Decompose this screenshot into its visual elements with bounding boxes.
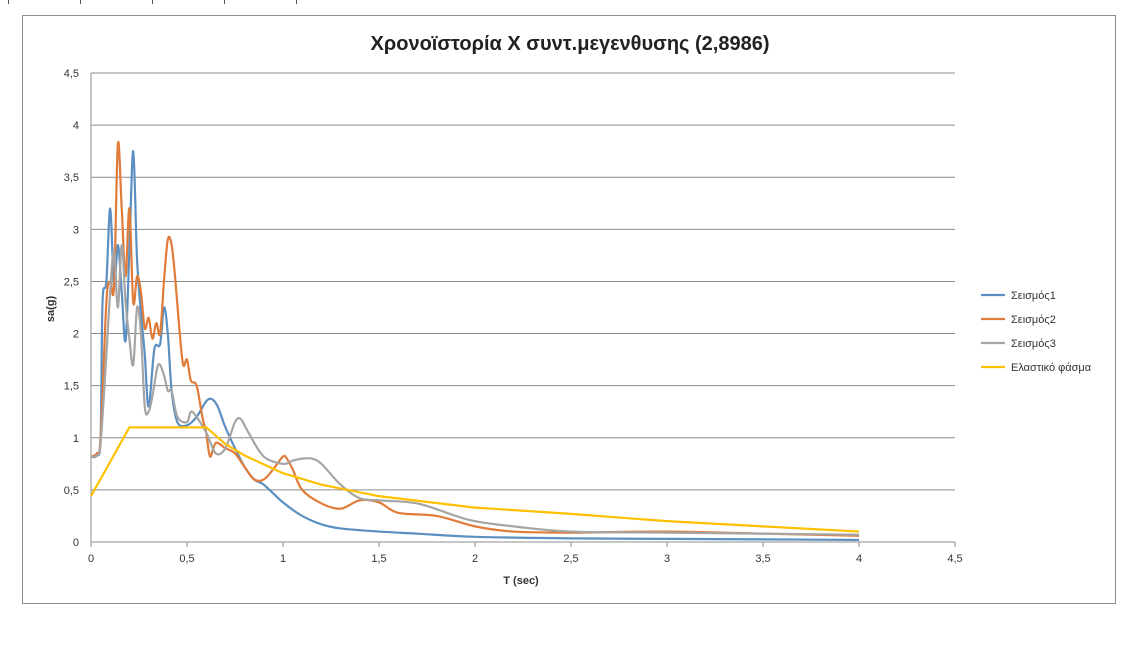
x-tick-label: 0	[88, 553, 94, 565]
x-tick-label: 2,5	[563, 553, 578, 565]
legend-label: Σεισμός3	[1011, 338, 1056, 350]
x-tick-label: 4	[856, 553, 862, 565]
x-tick-label: 0,5	[179, 553, 194, 565]
y-tick-label: 3,5	[64, 172, 79, 184]
y-tick-label: 2	[73, 329, 79, 341]
legend: Σεισμός1 Σεισμός2 Σεισμός3 Ελαστικό φάσμα	[981, 290, 1092, 374]
series-lines	[90, 140, 860, 542]
y-tick-label: 2,5	[64, 276, 79, 288]
series-line-2	[90, 140, 860, 537]
legend-label: Σεισμός2	[1011, 314, 1056, 326]
legend-label: Σεισμός1	[1011, 290, 1056, 302]
x-tick-label: 3,5	[755, 553, 770, 565]
series-line-4	[90, 426, 860, 533]
chart-area: 0 0,5 1 1,5 2 2,5 3 3,5 4 4,5 0 0,5 1 1,5 2 2,5 3 3,5 4 4,5…	[22, 15, 1116, 604]
y-tick-label: 0,5	[64, 485, 79, 497]
chart-title: Χρονοϊστορία Χ συντ.μεγενθυσης (2,8986)	[371, 33, 770, 55]
x-tick-label: 2	[472, 553, 478, 565]
y-axis-label: sa(g)	[45, 296, 57, 323]
y-tick-label: 4	[73, 120, 79, 132]
series-line-3	[90, 243, 860, 536]
y-tick-label: 3	[73, 224, 79, 236]
grid	[90, 72, 956, 547]
top-edge-marks	[0, 0, 300, 4]
x-tick-label: 1,5	[371, 553, 386, 565]
chart-svg: 0 0,5 1 1,5 2 2,5 3 3,5 4 4,5 0 0,5 1 1,5 2 2,5 3 3,5 4 4,5…	[45, 33, 1092, 587]
y-tick-label: 1,5	[64, 381, 79, 393]
tick-labels: 0 0,5 1 1,5 2 2,5 3 3,5 4 4,5 0 0,5 1 1,5 2 2,5 3 3,5 4 4,5	[64, 68, 963, 565]
x-tick-label: 1	[280, 553, 286, 565]
series-line-1	[90, 150, 860, 542]
y-tick-label: 0	[73, 537, 79, 549]
x-tick-label: 3	[664, 553, 670, 565]
y-tick-label: 4,5	[64, 68, 79, 80]
y-tick-label: 1	[73, 433, 79, 445]
legend-label: Ελαστικό φάσμα	[1011, 362, 1092, 374]
x-axis-label: T (sec)	[503, 575, 539, 587]
x-tick-label: 4,5	[947, 553, 962, 565]
